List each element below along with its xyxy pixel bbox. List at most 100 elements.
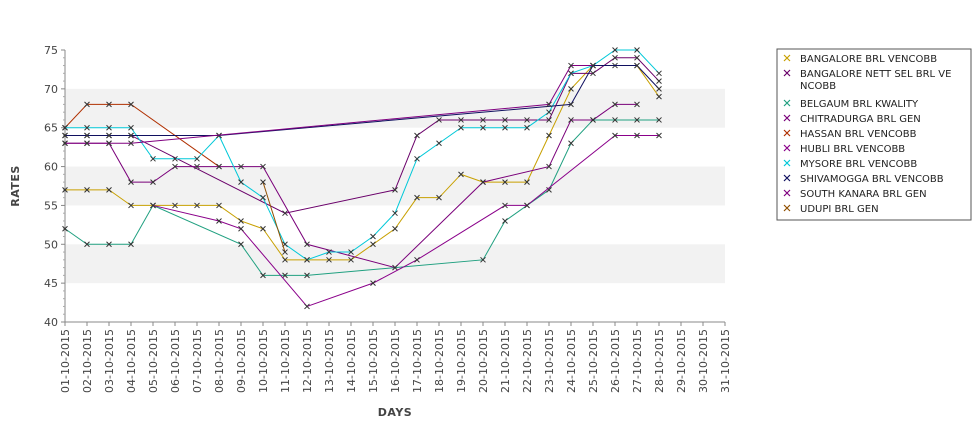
x-tick-label: 14-10-2015 [345,329,358,393]
data-point [656,78,662,84]
data-point [590,70,596,77]
data-point [348,256,354,263]
data-point [546,109,552,116]
y-axis-ticks: 40 45 50 55 60 65 70 75 [44,44,65,329]
x-tick-label: 13-10-2015 [323,329,336,393]
data-point [546,132,552,139]
x-tick-label: 23-10-2015 [543,329,556,393]
grid-band [65,166,725,206]
data-point [480,179,486,185]
legend-marker [783,144,791,152]
data-point [260,272,266,279]
series-line [65,65,660,261]
y-tick-label: 60 [44,161,58,174]
data-point [128,241,134,248]
data-point [238,163,244,170]
data-point [414,256,420,263]
legend-item: CHITRADURGA BRL GEN [783,114,921,125]
x-tick-label: 19-10-2015 [455,329,468,393]
legend-item: BANGALORE BRL VENCOBB [783,54,937,65]
data-point [502,179,508,185]
data-point [128,140,134,147]
data-point [62,140,68,147]
legend-label: BANGALORE NETT SEL BRL VE [800,69,951,80]
legend-label: BELGAUM BRL KWALITY [800,99,919,110]
data-point [612,54,618,61]
legend-label: BANGALORE BRL VENCOBB [800,54,937,65]
data-point [150,179,156,185]
data-point [568,70,574,77]
data-point [370,233,376,240]
data-point [458,117,464,123]
x-tick-label: 18-10-2015 [433,329,446,393]
data-point [238,179,244,185]
legend-label: MYSORE BRL VENCOBB [800,159,917,170]
legend-label: NCOBB [800,81,836,92]
data-point [172,202,178,209]
data-point [84,132,90,139]
data-point [62,187,68,193]
data-point [502,124,508,131]
data-point [590,117,596,123]
legend-item: HUBLI BRL VENCOBB [783,144,905,155]
x-tick-label: 09-10-2015 [235,329,248,393]
data-point [216,202,222,209]
data-point [150,155,156,162]
x-tick-label: 04-10-2015 [125,329,138,393]
data-point [612,132,618,139]
data-point [502,117,508,123]
data-point [348,249,354,255]
legend: BANGALORE BRL VENCOBB BANGALORE NETT SEL … [776,48,972,221]
data-point [260,179,266,185]
y-tick-label: 70 [44,83,58,96]
data-point [656,117,662,123]
data-point [194,155,200,162]
x-axis-title: DAYS [378,406,412,419]
data-point [590,62,596,69]
data-point [172,155,178,162]
x-tick-label: 27-10-2015 [631,329,644,393]
x-tick-label: 15-10-2015 [367,329,380,393]
data-point [480,256,486,263]
data-point [84,140,90,147]
data-point [84,124,90,131]
data-point [458,124,464,131]
series-9 [260,179,288,255]
legend-item: UDUPI BRL GEN [783,204,879,215]
legend-item: SOUTH KANARA BRL GEN [783,189,927,200]
data-point [502,218,508,224]
data-point [634,47,640,53]
data-point [238,241,244,248]
x-tick-label: 31-10-2015 [719,329,732,393]
x-tick-label: 30-10-2015 [697,329,710,393]
data-point [128,179,134,185]
data-point [106,187,112,193]
legend-marker [783,114,791,122]
data-point [326,249,332,255]
data-point [304,256,310,263]
legend-item: BANGALORE NETT SEL BRL VENCOBB [783,69,951,92]
series-8 [62,62,596,147]
data-point [480,117,486,123]
y-tick-label: 55 [44,199,58,212]
data-point [150,202,156,209]
data-point [414,194,420,201]
data-point [304,303,310,310]
data-point [238,218,244,224]
x-tick-label: 22-10-2015 [521,329,534,393]
legend-label: UDUPI BRL GEN [800,204,879,215]
y-tick-label: 50 [44,238,58,251]
data-point [62,225,68,232]
data-point [480,124,486,131]
data-point [128,101,134,108]
x-tick-label: 28-10-2015 [653,329,666,393]
data-point [524,117,530,123]
data-point [612,101,618,108]
data-point [106,241,112,248]
data-point [656,70,662,77]
x-tick-label: 06-10-2015 [169,329,182,393]
data-point [568,62,574,69]
grid-bands [65,88,725,284]
data-point [106,124,112,131]
